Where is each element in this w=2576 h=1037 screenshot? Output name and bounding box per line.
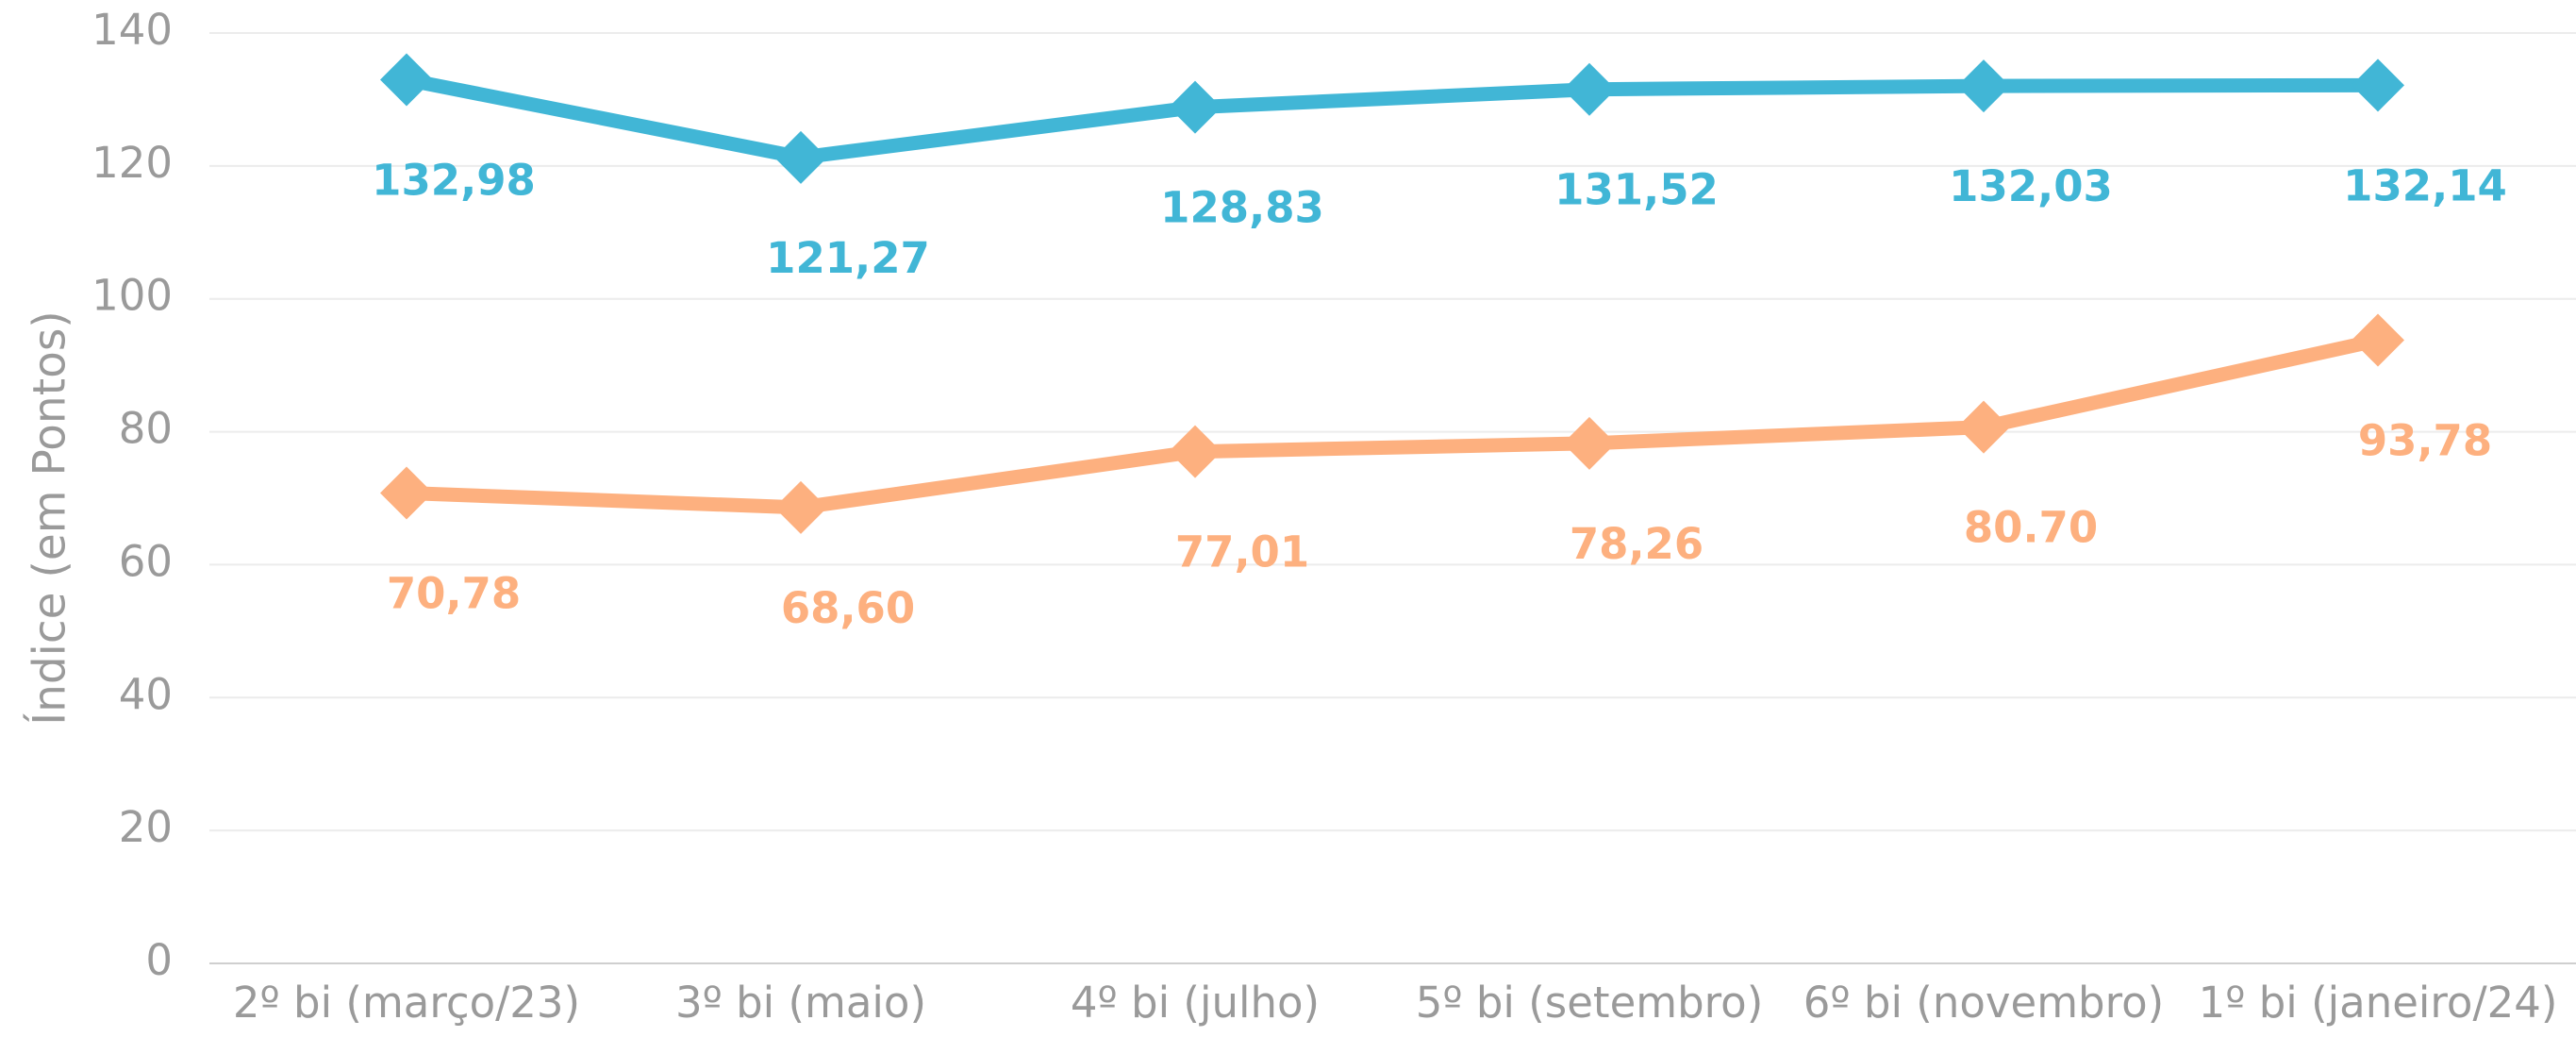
y-tick-label: 60 bbox=[119, 536, 173, 586]
data-label: 68,60 bbox=[781, 583, 915, 633]
data-label: 132,98 bbox=[372, 155, 536, 205]
data-label: 128,83 bbox=[1160, 183, 1324, 233]
x-tick-label: 4º bi (julho) bbox=[1071, 978, 1320, 1028]
point-marker bbox=[774, 130, 827, 184]
point-marker bbox=[1169, 425, 1222, 478]
y-tick-label: 20 bbox=[119, 802, 173, 852]
data-label: 131,52 bbox=[1554, 165, 1719, 215]
data-label: 78,26 bbox=[1570, 519, 1703, 569]
point-marker bbox=[774, 480, 827, 534]
x-tick-label: 1º bi (janeiro/24) bbox=[2199, 978, 2558, 1028]
point-marker bbox=[2352, 313, 2404, 367]
series-line bbox=[405, 73, 2379, 165]
x-tick-label: 2º bi (março/23) bbox=[233, 978, 580, 1028]
y-tick-label: 40 bbox=[119, 669, 173, 719]
point-marker bbox=[380, 53, 433, 107]
point-marker bbox=[1957, 400, 2010, 454]
data-label: 132,14 bbox=[2343, 160, 2507, 210]
y-axis-title: Índice (em Pontos) bbox=[25, 310, 76, 725]
data-label: 93,78 bbox=[2358, 416, 2492, 466]
x-tick-label: 6º bi (novembro) bbox=[1803, 978, 2164, 1028]
point-marker bbox=[1957, 59, 2010, 113]
point-marker bbox=[1563, 62, 1616, 116]
y-tick-label: 140 bbox=[91, 5, 173, 55]
y-tick-label: 80 bbox=[119, 404, 173, 454]
series-line bbox=[406, 333, 2380, 515]
y-tick-label: 0 bbox=[145, 935, 173, 985]
x-tick-label: 3º bi (maio) bbox=[675, 978, 926, 1028]
y-tick-label: 120 bbox=[91, 138, 173, 188]
data-label: 121,27 bbox=[766, 233, 930, 283]
x-tick-label: 5º bi (setembro) bbox=[1416, 978, 1764, 1028]
point-marker bbox=[380, 466, 433, 520]
point-marker bbox=[1169, 80, 1222, 134]
point-marker bbox=[1563, 416, 1616, 470]
data-label: 80.70 bbox=[1964, 503, 2098, 553]
y-tick-label: 100 bbox=[91, 271, 173, 321]
point-marker bbox=[2352, 59, 2404, 112]
data-label: 132,03 bbox=[1949, 161, 2113, 211]
data-label: 77,01 bbox=[1175, 527, 1309, 577]
data-label: 70,78 bbox=[387, 569, 521, 619]
